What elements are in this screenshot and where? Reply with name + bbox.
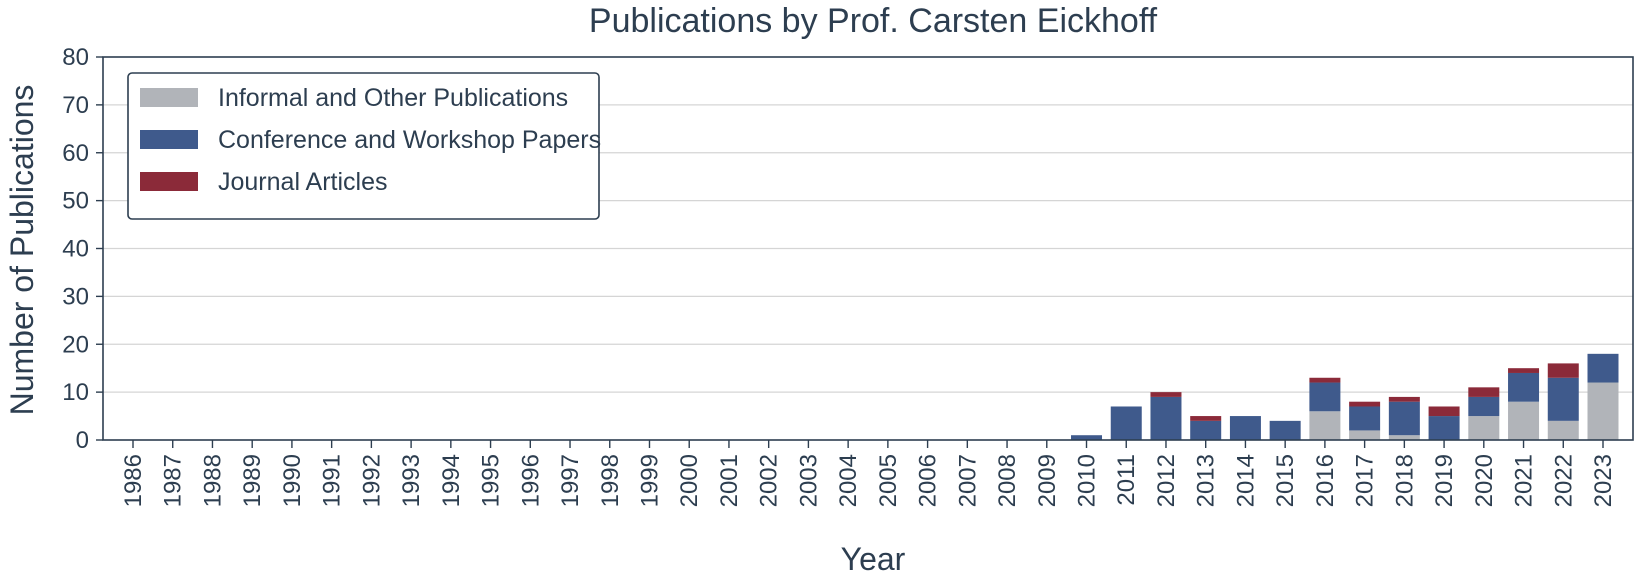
bar-2018-series-2 <box>1388 396 1420 402</box>
x-axis-ticks: 1986 1987 1988 1989 1990 1991 1992 1993 1994 1995… <box>120 440 1617 507</box>
bar-2015-series-1 <box>1269 420 1301 440</box>
bar-2021-series-2 <box>1508 368 1540 373</box>
bar-2019-series-2 <box>1428 406 1460 417</box>
bar-2017-series-0 <box>1349 430 1381 440</box>
x-tick-label: 2003 <box>795 454 822 507</box>
legend-swatch-2 <box>140 172 198 191</box>
legend-box <box>127 72 600 220</box>
bar-2019-series-1 <box>1428 416 1460 440</box>
legend-label: Journal Articles <box>218 168 388 196</box>
x-tick-label: 1993 <box>398 454 425 507</box>
legend-swatch-1 <box>140 130 198 149</box>
bar-2016-series-2 <box>1309 377 1341 383</box>
bar-2011-series-1 <box>1110 406 1142 440</box>
y-axis-label: Number of Publications <box>4 85 40 416</box>
x-tick-label: 2016 <box>1312 454 1339 507</box>
bars <box>1071 353 1619 440</box>
x-tick-label: 2006 <box>915 454 942 507</box>
bar-2016-series-0 <box>1309 411 1341 440</box>
x-tick-label: 2009 <box>1034 454 1061 507</box>
x-tick-label: 2011 <box>1113 454 1140 506</box>
x-tick-label: 2013 <box>1193 454 1220 507</box>
bar-2013-series-1 <box>1190 420 1222 440</box>
x-tick-label: 2023 <box>1590 454 1617 507</box>
x-tick-label: 2018 <box>1391 454 1418 507</box>
x-tick-label: 2012 <box>1153 454 1180 507</box>
bar-2013-series-2 <box>1190 416 1222 421</box>
x-tick-label: 1999 <box>636 454 663 507</box>
bar-2014-series-1 <box>1229 416 1261 440</box>
x-tick-label: 2000 <box>676 454 703 507</box>
legend-label: Informal and Other Publications <box>218 84 568 112</box>
y-tick-label: 60 <box>62 140 89 167</box>
x-tick-label: 2008 <box>994 454 1021 507</box>
bar-2022-series-1 <box>1547 377 1579 421</box>
y-tick-label: 70 <box>62 92 89 119</box>
x-tick-label: 2010 <box>1074 454 1101 507</box>
x-tick-label: 2022 <box>1550 454 1577 507</box>
x-tick-label: 2015 <box>1272 454 1299 507</box>
chart-title: Publications by Prof. Carsten Eickhoff <box>589 2 1158 40</box>
x-tick-label: 2005 <box>875 454 902 507</box>
bar-2020-series-0 <box>1468 416 1500 440</box>
bar-2021-series-0 <box>1508 401 1540 440</box>
x-tick-label: 2014 <box>1232 454 1259 507</box>
bar-2018-series-0 <box>1388 435 1420 440</box>
x-tick-label: 2021 <box>1511 454 1538 507</box>
x-tick-label: 2001 <box>716 454 743 507</box>
y-tick-label: 30 <box>62 283 89 310</box>
x-tick-label: 1991 <box>319 454 346 507</box>
y-tick-label: 0 <box>76 427 89 454</box>
bar-2023-series-1 <box>1587 353 1619 383</box>
x-tick-label: 1988 <box>199 454 226 507</box>
y-axis-ticks: 0 10 20 30 40 50 60 70 80 <box>62 44 103 454</box>
bar-2012-series-1 <box>1150 396 1182 440</box>
bar-2022-series-0 <box>1547 420 1579 440</box>
x-tick-label: 1989 <box>239 454 266 507</box>
legend: Informal and Other Publications Conferenc… <box>127 72 601 220</box>
bar-2021-series-1 <box>1508 372 1540 402</box>
y-tick-label: 10 <box>62 379 89 406</box>
y-tick-label: 40 <box>62 236 89 263</box>
legend-label: Conference and Workshop Papers <box>218 126 601 154</box>
bar-2016-series-1 <box>1309 382 1341 412</box>
legend-swatch-0 <box>140 88 198 107</box>
x-axis-label: Year <box>841 541 906 577</box>
bar-2023-series-0 <box>1587 382 1619 440</box>
x-tick-label: 2020 <box>1471 454 1498 507</box>
bar-2017-series-2 <box>1349 401 1381 407</box>
x-tick-label: 2007 <box>954 454 981 507</box>
bar-2018-series-1 <box>1388 401 1420 436</box>
y-tick-label: 80 <box>62 44 89 71</box>
x-tick-label: 1994 <box>438 454 465 507</box>
bar-2020-series-1 <box>1468 396 1500 417</box>
x-tick-label: 2004 <box>835 454 862 507</box>
bar-2022-series-2 <box>1547 363 1579 378</box>
x-tick-label: 1996 <box>517 454 544 507</box>
x-tick-label: 2002 <box>756 454 783 507</box>
y-tick-label: 50 <box>62 188 89 215</box>
x-tick-label: 1995 <box>478 454 505 507</box>
x-tick-label: 1990 <box>279 454 306 507</box>
x-tick-label: 1987 <box>160 454 187 507</box>
bar-2010-series-1 <box>1071 435 1103 440</box>
bar-2017-series-1 <box>1349 406 1381 431</box>
x-tick-label: 2019 <box>1431 454 1458 507</box>
x-tick-label: 1992 <box>358 454 385 507</box>
x-tick-label: 1986 <box>120 454 147 507</box>
x-tick-label: 2017 <box>1352 454 1379 507</box>
x-tick-label: 1998 <box>597 454 624 507</box>
x-tick-label: 1997 <box>557 454 584 507</box>
bar-2012-series-2 <box>1150 392 1182 397</box>
y-tick-label: 20 <box>62 331 89 358</box>
bar-2020-series-2 <box>1468 387 1500 397</box>
